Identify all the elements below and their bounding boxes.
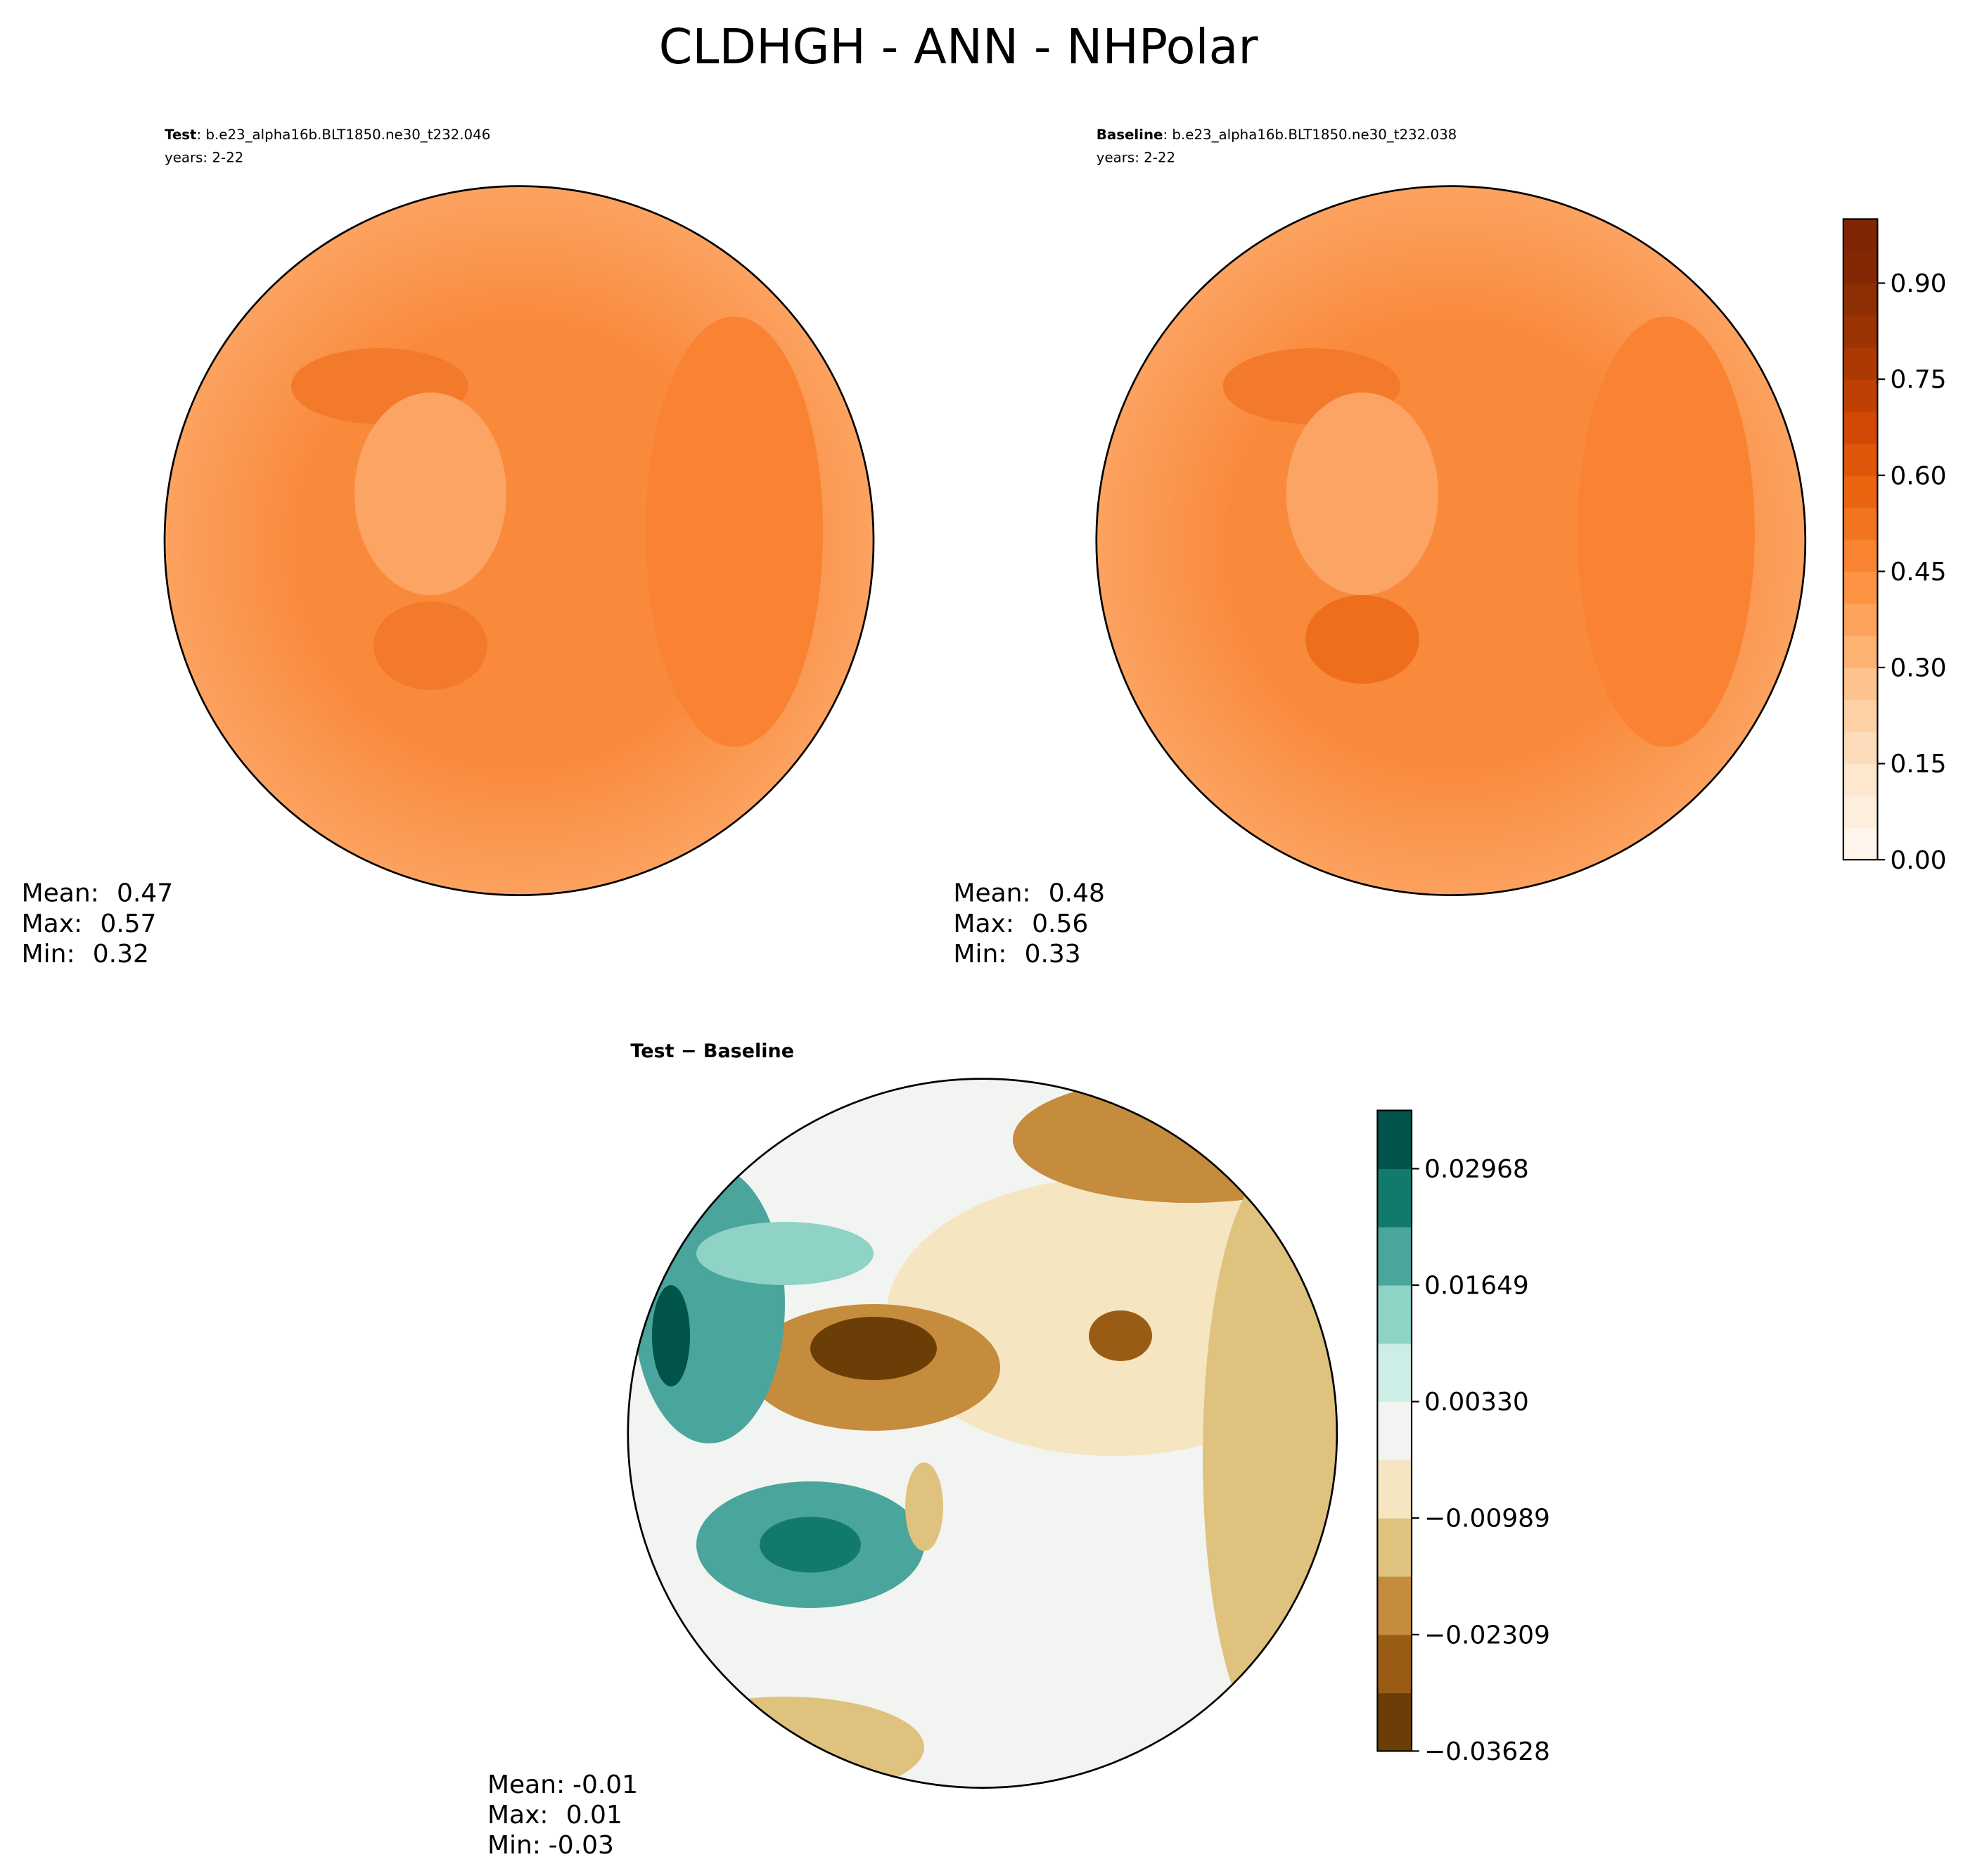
colorbar-band — [1843, 283, 1878, 316]
stat-line: Min: -0.03 — [487, 1831, 614, 1860]
colorbar-band — [1377, 1634, 1412, 1694]
stat-value: -0.01 — [573, 1770, 638, 1799]
colorbar-tick-label: 0.30 — [1890, 654, 1946, 683]
stat-value: 0.57 — [100, 910, 156, 938]
stat-line: Mean: -0.01 — [487, 1770, 638, 1799]
colorbar-band — [1377, 1460, 1412, 1519]
stat-line: Mean: 0.48 — [953, 879, 1104, 908]
colorbar-tick-label: 0.90 — [1890, 269, 1946, 298]
colorbar-band — [1843, 827, 1878, 860]
colorbar-tick-label: −0.02309 — [1424, 1621, 1550, 1650]
colorbar-band — [1377, 1227, 1412, 1286]
stat-value: 0.56 — [1032, 910, 1088, 938]
colorbar-band — [1843, 539, 1878, 572]
panel-header: Baseline: b.e23_alpha16b.BLT1850.ne30_t2… — [1097, 127, 1457, 143]
colorbar-band — [1843, 347, 1878, 380]
map-field — [1096, 186, 1805, 895]
stat-label: Min: — [22, 940, 75, 969]
colorbar-band — [1377, 1518, 1412, 1577]
colorbar-band — [1843, 667, 1878, 701]
stat-label: Mean: — [22, 879, 99, 908]
colorbar-band — [1843, 796, 1878, 829]
map-field — [627, 1078, 1337, 1788]
colorbar-tick-label: 0.00330 — [1424, 1388, 1529, 1417]
colorbar-frame — [1376, 1109, 1413, 1752]
colorbar-band — [1377, 1110, 1412, 1169]
panel-years: years: 2-22 — [165, 149, 243, 165]
stat-label: Max: — [487, 1801, 549, 1830]
colorbar-tick-label: 0.15 — [1890, 750, 1946, 779]
colorbar-band — [1843, 475, 1878, 508]
colorbar-tick-label: 0.01649 — [1424, 1272, 1529, 1301]
colorbar-band — [1843, 250, 1878, 284]
colorbar-tick-label: 0.75 — [1890, 366, 1946, 395]
colorbar-band — [1377, 1343, 1412, 1403]
panel-subtitle: : b.e23_alpha16b.BLT1850.ne30_t232.046 — [197, 127, 491, 143]
stat-line: Mean: 0.47 — [22, 879, 173, 908]
panel-subtitle: : b.e23_alpha16b.BLT1850.ne30_t232.038 — [1163, 127, 1457, 143]
stat-label: Min: — [953, 940, 1006, 969]
colorbar-band — [1377, 1284, 1412, 1344]
map-boundary — [1095, 185, 1807, 896]
panel-header: Test: b.e23_alpha16b.BLT1850.ne30_t232.0… — [165, 127, 490, 143]
panel-label: Test — [165, 127, 197, 143]
map-field — [165, 186, 874, 895]
stat-label: Mean: — [953, 879, 1030, 908]
stat-value: -0.03 — [549, 1831, 614, 1860]
colorbar-band — [1843, 507, 1878, 540]
colorbar-tick-label: −0.00989 — [1424, 1505, 1550, 1533]
colorbar-band — [1377, 1576, 1412, 1635]
map-boundary — [163, 185, 875, 896]
stat-line: Min: 0.32 — [22, 940, 149, 969]
colorbar-band — [1843, 571, 1878, 604]
colorbar-band — [1843, 379, 1878, 412]
colorbar-tick-label: 0.00 — [1890, 846, 1946, 875]
colorbar-band — [1377, 1168, 1412, 1227]
panel-header: Test − Baseline — [630, 1040, 794, 1062]
colorbar-frame — [1842, 218, 1879, 861]
colorbar-band — [1843, 443, 1878, 476]
stat-value: 0.47 — [117, 879, 173, 908]
panel-label: Baseline — [1097, 127, 1163, 143]
stat-value: 0.32 — [93, 940, 149, 969]
colorbar-band — [1377, 1692, 1412, 1751]
figure-title: CLDHGH - ANN - NHPolar — [659, 20, 1259, 75]
stat-label: Max: — [953, 910, 1014, 938]
colorbar-band — [1843, 699, 1878, 732]
colorbar-tick-label: 0.02968 — [1424, 1155, 1529, 1184]
colorbar-band — [1843, 603, 1878, 636]
stat-value: 0.48 — [1049, 879, 1105, 908]
colorbar-band — [1843, 763, 1878, 796]
colorbar-tick-label: 0.45 — [1890, 558, 1946, 587]
stat-line: Max: 0.56 — [953, 910, 1088, 938]
colorbar-tick-label: −0.03628 — [1424, 1737, 1550, 1766]
panel-years: years: 2-22 — [1097, 149, 1175, 165]
colorbar-band — [1843, 635, 1878, 668]
colorbar-band — [1843, 732, 1878, 765]
stat-value: 0.01 — [566, 1801, 622, 1830]
colorbar-band — [1843, 411, 1878, 444]
stat-line: Max: 0.01 — [487, 1801, 622, 1830]
colorbar-band — [1843, 315, 1878, 348]
stat-label: Mean: — [487, 1770, 565, 1799]
stat-label: Max: — [22, 910, 83, 938]
colorbar-band — [1377, 1401, 1412, 1460]
stat-line: Min: 0.33 — [953, 940, 1080, 969]
stat-value: 0.33 — [1025, 940, 1081, 969]
colorbar-band — [1843, 219, 1878, 252]
map-boundary — [627, 1078, 1338, 1789]
stat-label: Min: — [487, 1831, 541, 1860]
colorbar-tick-label: 0.60 — [1890, 461, 1946, 490]
stat-line: Max: 0.57 — [22, 910, 157, 938]
panel-label: Test − Baseline — [630, 1040, 794, 1062]
